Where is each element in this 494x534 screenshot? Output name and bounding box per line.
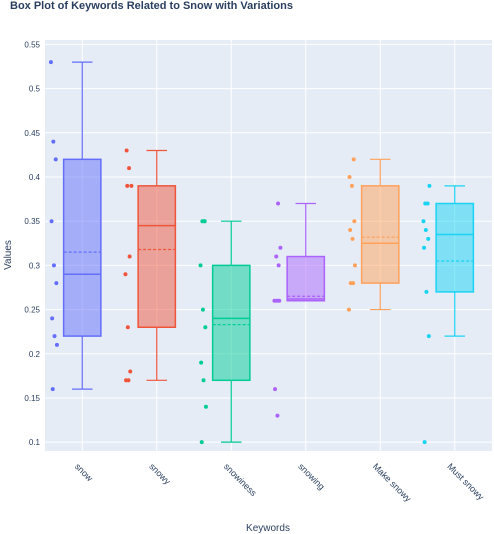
data-point [277, 298, 282, 303]
data-point [125, 325, 130, 330]
box-series [123, 148, 177, 383]
data-point [351, 281, 356, 286]
y-tick-label: 0.4 [29, 173, 41, 182]
data-point [126, 378, 131, 383]
x-tick-label: snowy [147, 461, 172, 486]
data-point [201, 378, 206, 383]
data-point [125, 183, 130, 188]
box-iqr [211, 264, 251, 382]
data-point [202, 219, 207, 224]
box-iqr [62, 158, 102, 337]
y-tick-label: 0.3 [29, 261, 41, 270]
data-point [352, 219, 357, 224]
data-point [348, 228, 353, 233]
data-point [50, 387, 55, 392]
data-point [421, 219, 426, 224]
y-tick-label: 0.5 [29, 85, 41, 94]
box-iqr [137, 185, 177, 329]
data-point [422, 440, 427, 445]
data-point [352, 263, 357, 268]
data-point [203, 325, 208, 330]
y-tick-label: 0.25 [24, 306, 40, 315]
data-point [48, 60, 53, 65]
data-point [199, 360, 204, 365]
data-point [425, 201, 430, 206]
data-point [50, 316, 55, 321]
plot-area [45, 40, 492, 451]
box-iqr [360, 185, 400, 284]
y-tick-label: 0.55 [24, 40, 40, 49]
data-point [273, 387, 278, 392]
box-iqr [435, 202, 475, 293]
data-point [49, 219, 54, 224]
data-point [351, 157, 356, 162]
data-point [129, 183, 134, 188]
data-point [127, 254, 132, 259]
data-point [276, 201, 281, 206]
data-point [198, 263, 203, 268]
data-point [124, 148, 129, 153]
data-point [423, 228, 428, 233]
data-point [276, 263, 281, 268]
y-axis-ticks: 0.1 0.15 0.2 0.25 0.3 0.35 0.4 0.45 0.5 0.55 [24, 40, 40, 447]
data-point [426, 236, 431, 241]
box-series [48, 60, 102, 392]
data-point [424, 289, 429, 294]
y-tick-label: 0.35 [24, 217, 40, 226]
data-point [347, 175, 352, 179]
box-series [272, 201, 326, 418]
x-tick-label: snowing [296, 461, 326, 491]
data-point [278, 245, 283, 250]
data-point [127, 166, 132, 171]
data-point [275, 413, 280, 418]
data-point [52, 334, 57, 339]
box-series [198, 219, 251, 445]
x-tick-label: snowiness [222, 461, 259, 498]
data-point [51, 139, 56, 144]
data-point [349, 183, 354, 188]
chart-title: Box Plot of Keywords Related to Snow wit… [10, 0, 293, 12]
data-point [203, 404, 208, 409]
data-point [350, 236, 355, 241]
data-point [54, 281, 59, 286]
x-axis-ticks: snow snowy snowiness snowing Make snowy Must … [73, 461, 487, 504]
data-point [427, 183, 432, 188]
y-tick-label: 0.1 [29, 438, 41, 447]
data-point [274, 254, 279, 259]
data-point [123, 272, 128, 277]
data-point [422, 245, 427, 250]
data-point [53, 157, 58, 162]
y-tick-label: 0.15 [24, 394, 40, 403]
data-point [54, 342, 59, 347]
x-axis-title: Keywords [246, 523, 290, 534]
x-tick-label: Must snowy [445, 461, 486, 502]
series-layer [48, 60, 475, 445]
y-tick-label: 0.45 [24, 129, 40, 138]
box-iqr [286, 255, 326, 302]
data-point [128, 369, 133, 374]
data-point [199, 440, 204, 445]
box-series [346, 157, 400, 312]
data-point [51, 263, 56, 268]
y-tick-label: 0.2 [29, 350, 41, 359]
x-tick-label: Make snowy [371, 461, 414, 504]
data-point [426, 334, 431, 339]
box-series [421, 183, 475, 445]
data-point [200, 307, 205, 312]
data-point [346, 307, 351, 312]
y-axis-title: Values [3, 240, 14, 270]
x-tick-label: snow [73, 461, 95, 483]
